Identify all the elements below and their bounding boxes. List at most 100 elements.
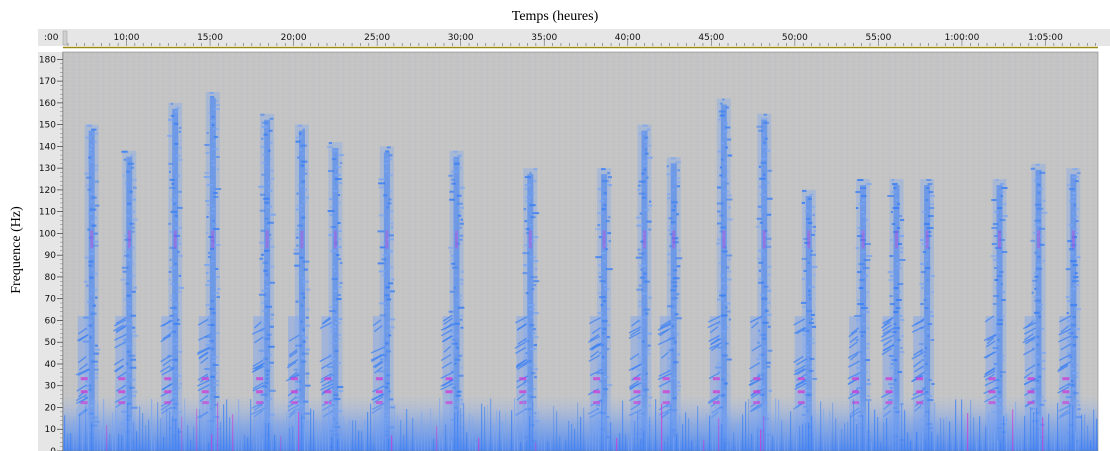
event-speckle xyxy=(757,373,764,376)
event-speckle xyxy=(644,140,649,143)
event-speckle xyxy=(173,322,181,325)
event-speckle xyxy=(129,190,133,193)
ruler-handle[interactable] xyxy=(62,30,68,46)
event-speckle xyxy=(1000,355,1005,358)
event-speckle xyxy=(336,274,340,277)
event-speckle xyxy=(213,135,219,138)
event-speckle xyxy=(812,377,818,380)
event-speckle xyxy=(1068,224,1074,227)
event-stroke xyxy=(252,364,264,373)
floor-streak xyxy=(826,435,828,451)
event-speckle xyxy=(379,246,386,249)
event-speckle xyxy=(169,306,177,309)
event-speckle xyxy=(386,250,393,253)
event-speckle xyxy=(604,288,609,291)
high-energy-spot xyxy=(1071,230,1075,249)
event-stroke xyxy=(793,355,804,364)
event-speckle xyxy=(726,358,732,361)
event-speckle xyxy=(336,202,341,205)
time-ruler[interactable] xyxy=(38,29,1110,46)
event-speckle xyxy=(333,290,337,293)
event-stroke xyxy=(1060,343,1072,351)
floor-streak xyxy=(148,419,150,451)
ruler-labels: :00 10:00 15:00 20:00 25:00 30:00 35:00 40:00 45… xyxy=(44,33,1063,43)
event-stroke xyxy=(116,371,128,379)
floor-streak xyxy=(1066,434,1068,451)
event-speckle xyxy=(675,161,681,164)
event-speckle xyxy=(1034,275,1039,278)
event-stroke xyxy=(443,345,452,353)
event-speckle xyxy=(296,192,299,195)
event-stroke xyxy=(442,314,453,322)
event-speckle xyxy=(763,141,766,144)
event-speckle xyxy=(636,216,642,219)
call-event xyxy=(847,179,873,451)
floor-streak xyxy=(64,415,66,451)
event-speckle xyxy=(176,138,179,141)
event-speckle xyxy=(1070,368,1075,371)
floor-streak xyxy=(805,422,807,451)
floor-streak xyxy=(907,432,909,451)
event-speckle xyxy=(862,311,870,314)
event-speckle xyxy=(301,280,309,283)
event-speckle xyxy=(599,352,602,355)
high-energy-spot xyxy=(118,390,126,394)
event-speckle xyxy=(451,262,456,265)
event-speckle xyxy=(302,220,305,223)
event-speckle xyxy=(1067,240,1073,243)
floor-streak xyxy=(469,413,471,451)
event-speckle xyxy=(389,210,394,213)
floor-streak xyxy=(751,433,753,451)
event-speckle xyxy=(638,324,645,327)
event-speckle xyxy=(270,245,275,248)
event-speckle xyxy=(1034,355,1040,358)
event-speckle xyxy=(207,323,215,326)
event-speckle xyxy=(672,361,679,364)
event-speckle xyxy=(302,340,307,343)
event-speckle xyxy=(305,372,310,375)
floor-streak xyxy=(529,416,531,451)
event-speckle xyxy=(717,186,722,189)
floor-streak xyxy=(910,440,912,451)
event-speckle xyxy=(803,385,808,388)
high-energy-spot xyxy=(722,230,726,249)
floor-streak xyxy=(541,439,543,451)
event-speckle xyxy=(666,197,671,200)
event-speckle xyxy=(120,278,127,281)
floor-streak xyxy=(331,436,333,451)
floor-streak xyxy=(448,432,450,451)
event-speckle xyxy=(90,248,94,251)
event-stroke xyxy=(708,334,720,343)
event-stroke xyxy=(631,319,640,327)
event-speckle xyxy=(763,113,768,116)
floor-streak xyxy=(418,434,420,451)
floor-streak xyxy=(868,401,870,451)
high-energy-spot xyxy=(375,390,383,394)
event-speckle xyxy=(640,160,648,163)
floor-streak xyxy=(286,411,288,451)
event-speckle xyxy=(859,331,866,334)
event-speckle xyxy=(128,194,134,197)
event-speckle xyxy=(337,154,345,157)
event-speckle xyxy=(448,310,454,313)
event-speckle xyxy=(866,327,869,330)
event-speckle xyxy=(178,274,181,277)
event-stroke xyxy=(751,344,762,352)
event-speckle xyxy=(601,316,608,319)
event-stroke xyxy=(794,364,806,373)
event-speckle xyxy=(263,197,270,200)
event-speckle xyxy=(723,246,727,249)
event-speckle xyxy=(385,150,390,153)
event-speckle xyxy=(800,301,807,304)
event-speckle xyxy=(210,247,215,250)
event-speckle xyxy=(601,252,606,255)
event-core xyxy=(924,185,931,451)
event-speckle xyxy=(216,295,220,298)
event-speckle xyxy=(524,220,528,223)
floor-streak xyxy=(877,416,879,451)
event-speckle xyxy=(212,383,219,386)
event-speckle xyxy=(529,348,537,351)
event-speckle xyxy=(304,196,310,199)
event-speckle xyxy=(328,142,332,145)
event-speckle xyxy=(865,359,870,362)
